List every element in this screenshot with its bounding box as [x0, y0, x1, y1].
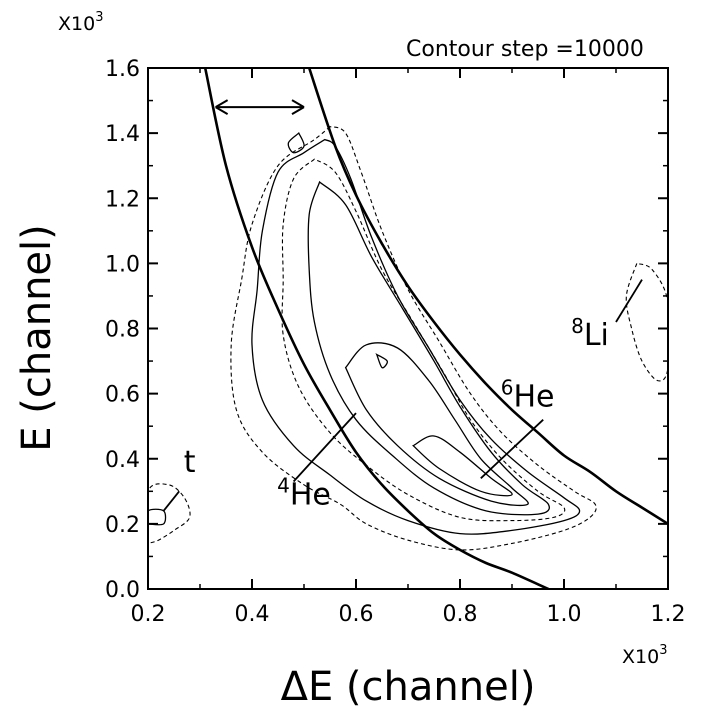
x-tick-label: 0.2	[131, 602, 166, 627]
label-leader-t	[162, 490, 180, 512]
contour-line-dashed	[230, 125, 597, 551]
particle-label-li8: 8Li	[571, 314, 609, 353]
label-leader-he4	[292, 412, 357, 483]
y-tick-label: 1.4	[105, 122, 140, 147]
x-multiplier: X103	[622, 643, 667, 668]
contour-step-annotation: Contour step =10000	[406, 37, 644, 62]
y-multiplier: X103	[58, 10, 103, 35]
label-leader-li8	[615, 279, 643, 323]
contour-line-dashed	[281, 158, 566, 522]
boundary-curve-inner	[203, 68, 549, 589]
y-tick-label: 1.6	[105, 57, 140, 82]
label-leader-he6	[480, 419, 544, 479]
y-tick-label: 0.2	[105, 513, 140, 538]
boundary-curves	[203, 68, 668, 589]
contour-line-dashed	[148, 483, 191, 544]
x-tick-label: 1.2	[651, 602, 686, 627]
y-tick-label: 1.2	[105, 187, 140, 212]
x-tick-label: 1.0	[547, 602, 582, 627]
x-tick-label: 0.6	[339, 602, 374, 627]
boundary-curve-outer	[307, 68, 668, 526]
x-tick-label: 0.8	[443, 602, 478, 627]
contour-line-dashed	[625, 262, 668, 382]
contour-line-solid	[287, 131, 305, 154]
y-tick-label: 0.8	[105, 318, 140, 343]
y-tick-label: 1.0	[105, 252, 140, 277]
contour-line-solid	[251, 138, 581, 535]
contour-line-solid	[412, 435, 513, 497]
particle-label-he4: 4He	[277, 473, 331, 512]
y-tick-label: 0.0	[105, 578, 140, 603]
particle-label-he6: 6He	[501, 376, 555, 415]
x-axis-title: ΔE (channel)	[281, 664, 536, 709]
y-tick-label: 0.6	[105, 383, 140, 408]
y-axis-title: E (channel)	[14, 224, 60, 451]
x-tick-label: 0.4	[235, 602, 270, 627]
contour-line-solid	[344, 342, 529, 507]
width-arrow	[215, 99, 305, 115]
contour-line-solid	[375, 353, 388, 369]
contour-line-solid	[148, 508, 167, 526]
particle-labels: t 4He 6He 8Li	[162, 279, 643, 512]
y-tick-label: 0.4	[105, 448, 140, 473]
contour-line-solid	[307, 180, 550, 516]
contour-lines	[148, 125, 668, 551]
particle-label-t: t	[184, 445, 196, 480]
